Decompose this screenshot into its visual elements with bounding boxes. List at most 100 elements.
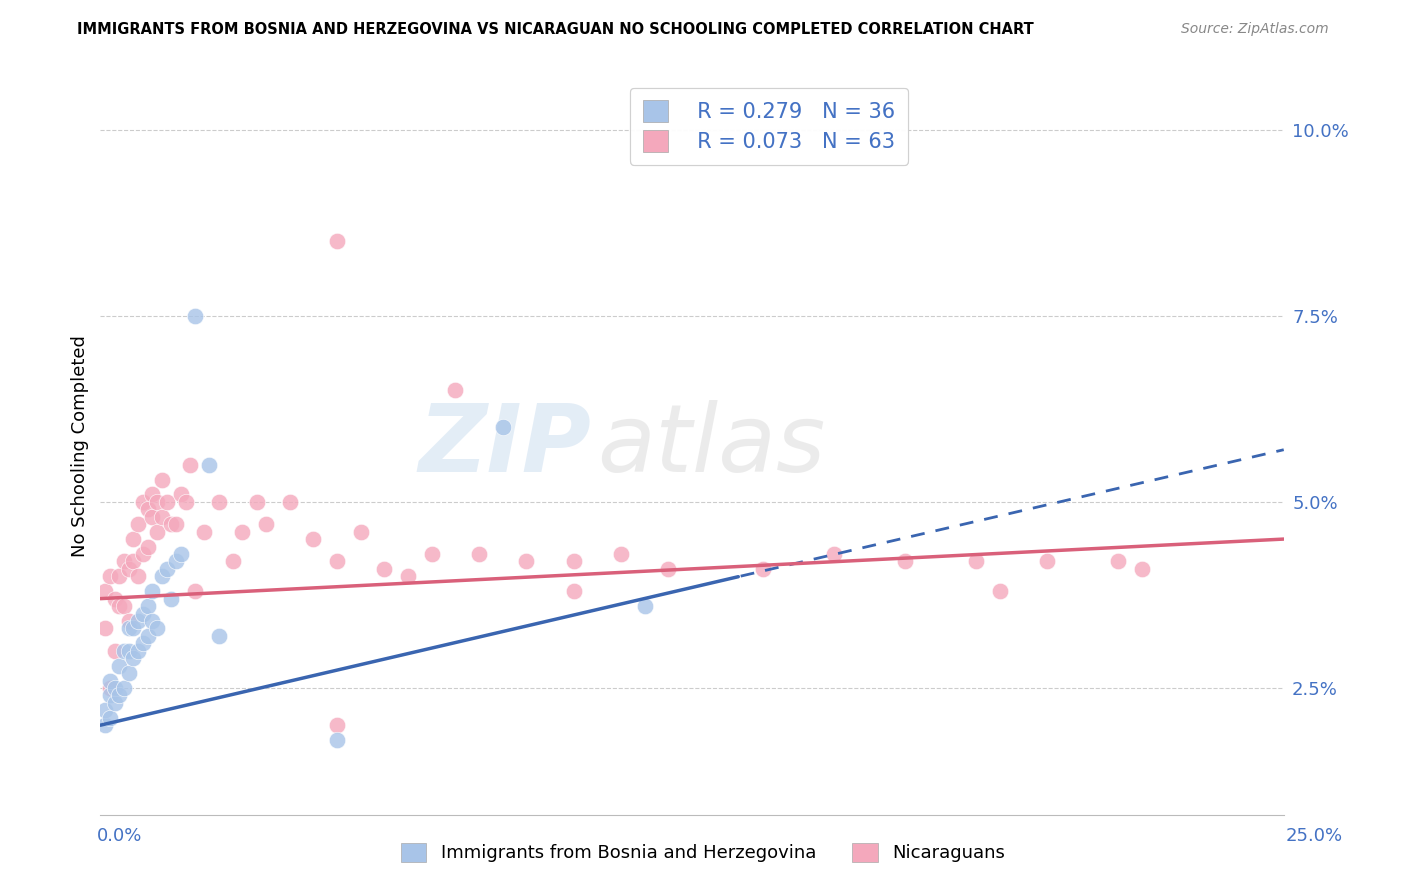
Point <box>118 666 141 681</box>
Point <box>150 569 173 583</box>
Point <box>132 636 155 650</box>
Point <box>823 547 845 561</box>
Point <box>108 599 131 613</box>
Point <box>132 495 155 509</box>
Point <box>136 540 159 554</box>
Point <box>170 487 193 501</box>
Point <box>170 547 193 561</box>
Point <box>108 658 131 673</box>
Point <box>208 629 231 643</box>
Point <box>150 473 173 487</box>
Point <box>127 569 149 583</box>
Point <box>1107 554 1129 568</box>
Point <box>103 681 125 695</box>
Point <box>420 547 443 561</box>
Point <box>492 420 515 434</box>
Point <box>562 584 585 599</box>
Point <box>160 591 183 606</box>
Point <box>245 495 267 509</box>
Point <box>444 383 467 397</box>
Point <box>112 554 135 568</box>
Point <box>254 517 277 532</box>
Point <box>965 554 987 568</box>
Point <box>122 622 145 636</box>
Point <box>156 495 179 509</box>
Point <box>988 584 1011 599</box>
Point <box>122 651 145 665</box>
Point <box>136 629 159 643</box>
Point <box>118 644 141 658</box>
Point <box>184 584 207 599</box>
Point <box>98 673 121 688</box>
Point <box>132 547 155 561</box>
Point <box>156 562 179 576</box>
Point <box>122 532 145 546</box>
Point <box>103 644 125 658</box>
Point <box>108 689 131 703</box>
Point <box>326 234 349 248</box>
Point <box>1036 554 1059 568</box>
Point <box>141 584 163 599</box>
Point <box>174 495 197 509</box>
Point <box>160 517 183 532</box>
Point <box>222 554 245 568</box>
Point <box>150 509 173 524</box>
Point <box>198 458 221 472</box>
Point <box>98 569 121 583</box>
Point <box>302 532 325 546</box>
Point <box>373 562 395 576</box>
Point <box>118 614 141 628</box>
Point <box>112 644 135 658</box>
Point <box>146 524 169 539</box>
Point <box>165 517 187 532</box>
Point <box>94 622 117 636</box>
Point <box>634 599 657 613</box>
Point <box>94 584 117 599</box>
Text: Source: ZipAtlas.com: Source: ZipAtlas.com <box>1181 22 1329 37</box>
Point <box>657 562 679 576</box>
Point <box>146 495 169 509</box>
Point <box>515 554 537 568</box>
Y-axis label: No Schooling Completed: No Schooling Completed <box>72 335 89 557</box>
Point <box>396 569 419 583</box>
Text: ZIP: ZIP <box>419 400 592 492</box>
Point <box>112 681 135 695</box>
Point <box>350 524 373 539</box>
Text: 0.0%: 0.0% <box>97 827 142 845</box>
Point <box>136 502 159 516</box>
Point <box>562 554 585 568</box>
Legend: Immigrants from Bosnia and Herzegovina, Nicaraguans: Immigrants from Bosnia and Herzegovina, … <box>394 836 1012 870</box>
Point <box>108 569 131 583</box>
Point <box>326 554 349 568</box>
Text: IMMIGRANTS FROM BOSNIA AND HERZEGOVINA VS NICARAGUAN NO SCHOOLING COMPLETED CORR: IMMIGRANTS FROM BOSNIA AND HERZEGOVINA V… <box>77 22 1033 37</box>
Point <box>94 703 117 717</box>
Point <box>208 495 231 509</box>
Point <box>193 524 215 539</box>
Point <box>103 696 125 710</box>
Point <box>98 689 121 703</box>
Point <box>610 547 633 561</box>
Text: atlas: atlas <box>598 401 825 491</box>
Point <box>1130 562 1153 576</box>
Point <box>118 562 141 576</box>
Point <box>326 733 349 747</box>
Point <box>141 509 163 524</box>
Text: 25.0%: 25.0% <box>1286 827 1343 845</box>
Point <box>98 681 121 695</box>
Point <box>94 718 117 732</box>
Point <box>127 517 149 532</box>
Point <box>468 547 491 561</box>
Point <box>326 718 349 732</box>
Point <box>184 309 207 323</box>
Point <box>278 495 301 509</box>
Point <box>146 622 169 636</box>
Legend:   R = 0.279   N = 36,   R = 0.073   N = 63: R = 0.279 N = 36, R = 0.073 N = 63 <box>630 87 908 165</box>
Point <box>112 599 135 613</box>
Point <box>118 622 141 636</box>
Point <box>103 591 125 606</box>
Point <box>122 554 145 568</box>
Point <box>98 711 121 725</box>
Point <box>894 554 917 568</box>
Point <box>136 599 159 613</box>
Point <box>141 487 163 501</box>
